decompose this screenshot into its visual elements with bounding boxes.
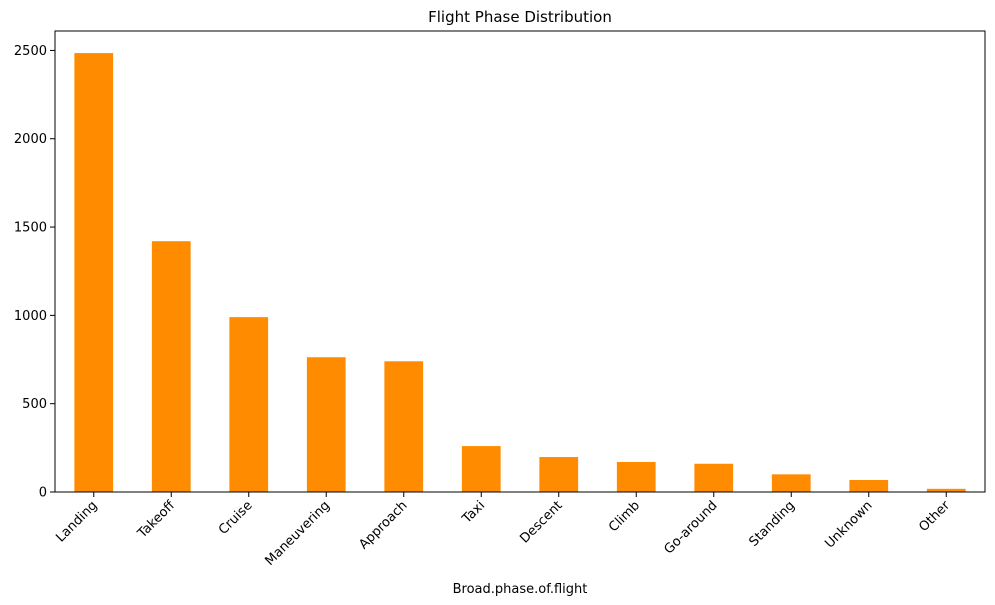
y-tick-label: 1000 (14, 309, 47, 324)
x-tick-label: Taxi (459, 498, 488, 527)
plot-frame (54, 30, 986, 493)
bar-approach (384, 361, 424, 492)
x-tick-label: Other (916, 498, 953, 535)
bar-maneuvering (306, 357, 346, 492)
y-tick-label: 2000 (14, 132, 47, 147)
x-tick-label: Go-around (661, 498, 720, 557)
x-tick-label: Landing (53, 498, 100, 545)
x-tick-label: Standing (747, 498, 799, 550)
bar-unknown (849, 479, 889, 492)
y-tick-label: 1500 (14, 221, 47, 236)
x-tick-label: Descent (517, 498, 565, 546)
x-axis-label: Broad.phase.of.flight (453, 582, 588, 597)
x-axis: Landing Takeoff Cruise Maneuvering Approach T… (53, 492, 954, 569)
bar-other (926, 488, 966, 492)
y-tick-label: 500 (22, 397, 47, 412)
x-tick-label: Takeoff (134, 497, 178, 541)
y-tick-label: 0 (39, 486, 47, 501)
bar-climb (616, 461, 656, 492)
bar-standing (771, 474, 811, 492)
y-tick-label: 2500 (14, 44, 47, 59)
bar-taxi (461, 446, 501, 492)
y-axis: 0 500 1000 1500 2000 2500 (14, 44, 55, 501)
x-tick-label: Approach (356, 498, 410, 552)
bar-landing (74, 53, 114, 492)
chart-title: Flight Phase Distribution (428, 8, 612, 26)
bar-cruise (229, 317, 269, 492)
x-tick-label: Cruise (216, 498, 256, 538)
bars-group (74, 53, 966, 492)
x-tick-label: Maneuvering (263, 498, 334, 569)
bar-takeoff (151, 241, 191, 492)
bar-descent (539, 457, 579, 492)
x-tick-label: Unknown (822, 498, 875, 551)
bar-go-around (694, 463, 734, 492)
x-tick-label: Climb (606, 498, 643, 535)
